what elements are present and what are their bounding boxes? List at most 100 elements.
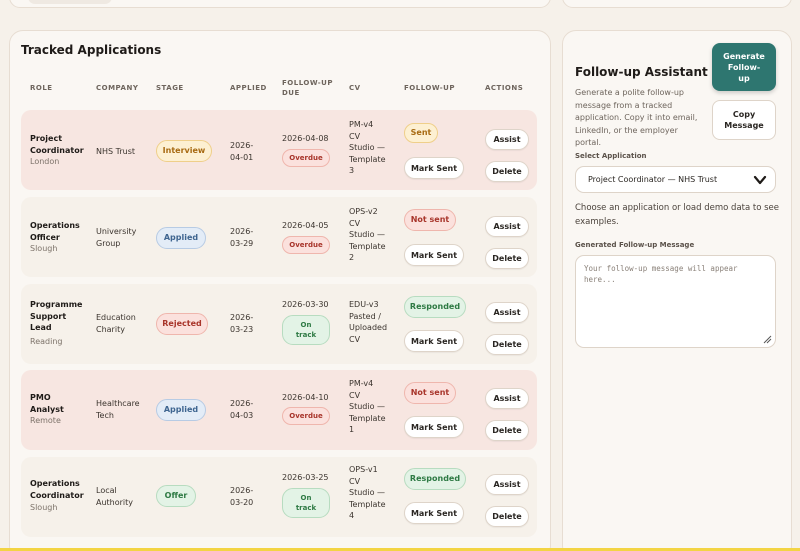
assist-button[interactable]: Assist: [485, 474, 529, 495]
cv-line: Studio —: [349, 402, 386, 411]
cv-line: Studio —: [349, 143, 386, 152]
mark-sent-button[interactable]: Mark Sent: [404, 416, 464, 438]
applied-date: 2026- 03-29: [230, 226, 253, 249]
mark-sent-button[interactable]: Mark Sent: [404, 244, 464, 266]
followup-status-badge: Responded: [404, 296, 466, 318]
resize-handle-icon[interactable]: [763, 335, 772, 344]
applied-date: 2026- 04-01: [230, 140, 253, 163]
stage-badge: Offer: [156, 485, 196, 507]
cv-line: CV: [349, 334, 361, 344]
column-header-followup: FOLLOW-UP: [404, 84, 455, 92]
applied-line: 04-01: [230, 152, 254, 162]
applied-line: 03-23: [230, 324, 254, 334]
chevron-down-icon: [753, 175, 767, 185]
column-header-cv: CV: [349, 84, 361, 92]
description-line: message from a tracked: [575, 100, 673, 110]
due-status-badge: On track: [282, 488, 330, 518]
followup-due-date: 2026-03-30: [282, 300, 329, 309]
cv-line: Studio —: [349, 488, 386, 497]
generated-message-textarea[interactable]: Your follow-up message will appear here.…: [575, 255, 776, 348]
due-status-badge: On track: [282, 315, 330, 345]
company-line: Local: [96, 486, 117, 495]
company-cell: University Group: [96, 226, 136, 249]
cv-line: Template: [349, 154, 386, 164]
assist-button[interactable]: Assist: [485, 388, 529, 409]
copy-message-button[interactable]: Copy Message: [712, 100, 776, 140]
role-cell: PMO Analyst: [30, 392, 64, 415]
cv-line: CV: [349, 476, 361, 486]
due-status-line: track: [295, 504, 317, 512]
cv-line: Studio —: [349, 230, 386, 239]
generate-label-line: Follow-: [727, 62, 761, 72]
delete-button[interactable]: Delete: [485, 248, 529, 269]
due-status-badge: Overdue: [282, 149, 330, 167]
delete-button[interactable]: Delete: [485, 506, 529, 527]
cv-line: CV: [349, 218, 361, 228]
applied-line: 03-20: [230, 497, 254, 507]
assist-button[interactable]: Assist: [485, 216, 529, 237]
mark-sent-button[interactable]: Mark Sent: [404, 330, 464, 352]
delete-button[interactable]: Delete: [485, 420, 529, 441]
company-line: Healthcare: [96, 399, 140, 408]
followup-due-date: 2026-04-05: [282, 221, 329, 230]
cv-line: OPS-v1: [349, 465, 378, 474]
column-header-followup-due-line1: FOLLOW-UP: [282, 79, 333, 87]
description-line: Generate a polite follow-up: [575, 88, 684, 97]
stage-badge: Interview: [156, 140, 212, 162]
company-line: Tech: [96, 410, 114, 420]
company-cell: NHS Trust: [96, 147, 135, 156]
applied-line: 2026-: [230, 227, 254, 236]
select-helper-text: Choose an application or load demo data …: [575, 201, 780, 229]
applied-date: 2026- 03-23: [230, 312, 253, 335]
column-header-followup-due-line2: DUE: [282, 89, 300, 97]
company-line: Authority: [96, 497, 134, 507]
delete-button[interactable]: Delete: [485, 161, 529, 182]
cv-line: CV: [349, 390, 361, 400]
copy-label-line: Message: [724, 121, 764, 130]
column-header-company: COMPANY: [96, 84, 139, 92]
copy-label-line: Copy: [732, 110, 756, 119]
cv-line: PM-v4: [349, 120, 374, 129]
location-text: Reading: [30, 337, 63, 346]
generate-followup-button[interactable]: Generate Follow- up: [712, 43, 776, 91]
select-application-dropdown[interactable]: Project Coordinator — NHS Trust: [575, 166, 776, 193]
role-line: Officer: [30, 232, 60, 242]
stage-badge: Applied: [156, 399, 206, 421]
mark-sent-button[interactable]: Mark Sent: [404, 157, 464, 179]
cv-line: Pasted /: [349, 311, 381, 321]
cv-line: EDU-v3: [349, 300, 379, 309]
column-header-followup-due: FOLLOW-UP DUE: [282, 78, 333, 98]
applied-line: 2026-: [230, 141, 254, 150]
generate-label-line: Generate: [723, 51, 765, 61]
role-line: Operations: [30, 479, 80, 488]
column-header-actions: ACTIONS: [485, 84, 524, 92]
cv-line: 4: [349, 511, 355, 520]
applied-date: 2026- 03-20: [230, 485, 253, 508]
role-cell: Operations Coordinator: [30, 478, 84, 501]
helper-line: examples.: [575, 217, 619, 227]
cv-line: PM-v4: [349, 379, 374, 388]
generated-message-label: Generated Follow-up Message: [575, 241, 695, 249]
mark-sent-button[interactable]: Mark Sent: [404, 502, 464, 524]
followup-assistant-title: Follow-up Assistant: [575, 65, 708, 79]
role-line: Project: [30, 134, 63, 143]
assist-button[interactable]: Assist: [485, 129, 529, 150]
cv-line: Template: [349, 241, 386, 251]
description-line: application. Copy it into email,: [575, 113, 698, 122]
assist-button[interactable]: Assist: [485, 302, 529, 323]
cv-cell: OPS-v2 CV Studio — Template 2: [349, 206, 386, 264]
followup-status-badge: Not sent: [404, 382, 456, 404]
cv-line: 3: [349, 166, 355, 175]
top-panel-right: [562, 0, 792, 8]
role-cell: Programme Support Lead: [30, 299, 82, 334]
due-status-badge: Overdue: [282, 407, 330, 425]
cv-line: Template: [349, 413, 386, 423]
followup-status-badge: Not sent: [404, 209, 456, 231]
delete-button[interactable]: Delete: [485, 334, 529, 355]
cv-cell: EDU-v3 Pasted / Uploaded CV: [349, 299, 387, 345]
location-text: Slough: [30, 503, 58, 512]
company-cell: Healthcare Tech: [96, 398, 140, 421]
role-line: Programme: [30, 300, 83, 309]
role-line: Operations: [30, 221, 80, 230]
cv-line: Template: [349, 499, 386, 509]
